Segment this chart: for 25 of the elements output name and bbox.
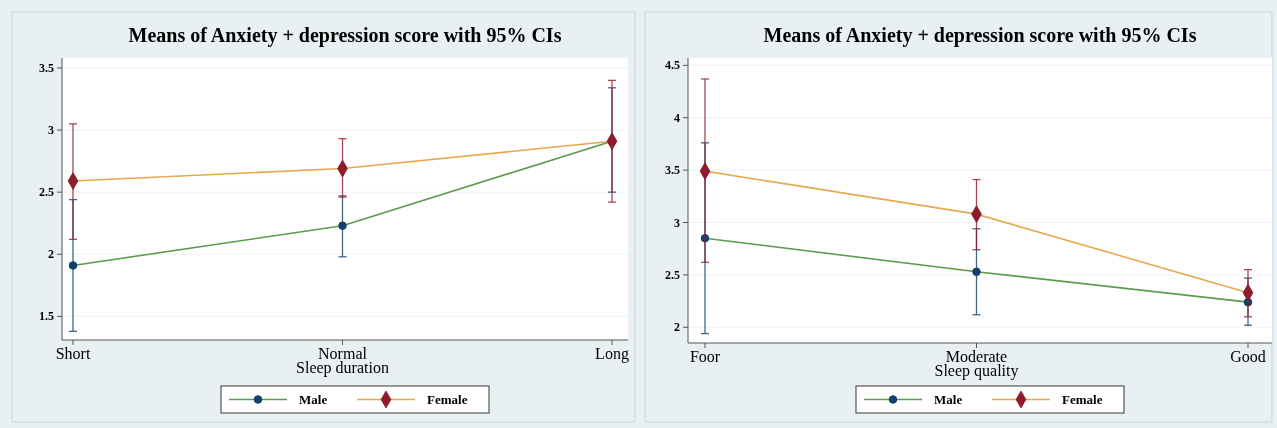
x-tick-label: Good xyxy=(1230,348,1266,365)
legend-label: Male xyxy=(934,392,963,407)
y-tick-label: 4.5 xyxy=(665,58,680,73)
legend-label: Female xyxy=(427,392,468,407)
x-axis-title: Sleep quality xyxy=(934,362,1019,380)
y-tick-label: 2 xyxy=(674,320,680,335)
y-tick-label: 3 xyxy=(48,123,54,138)
y-tick-label: 1.5 xyxy=(39,309,54,324)
y-tick-label: 3 xyxy=(674,215,680,230)
legend-label: Male xyxy=(299,392,328,407)
chart-title: Means of Anxiety + depression score with 95% CIs xyxy=(128,24,562,47)
y-tick-label: 2 xyxy=(48,247,54,262)
y-tick-label: 3.5 xyxy=(39,60,54,75)
x-tick-label: Short xyxy=(55,345,91,362)
y-tick-label: 4 xyxy=(674,110,680,125)
y-tick-label: 3.5 xyxy=(665,163,680,178)
x-tick-label: Normal xyxy=(318,345,368,362)
y-tick-label: 2.5 xyxy=(39,185,54,200)
x-axis-title: Sleep duration xyxy=(296,359,389,377)
x-tick-label: Foor xyxy=(689,348,721,365)
legend-label: Female xyxy=(1062,392,1103,407)
x-tick-label: Long xyxy=(595,345,629,363)
y-tick-label: 2.5 xyxy=(665,267,680,282)
x-tick-label: Moderate xyxy=(945,348,1008,365)
chart-title: Means of Anxiety + depression score with 95% CIs xyxy=(763,24,1197,47)
